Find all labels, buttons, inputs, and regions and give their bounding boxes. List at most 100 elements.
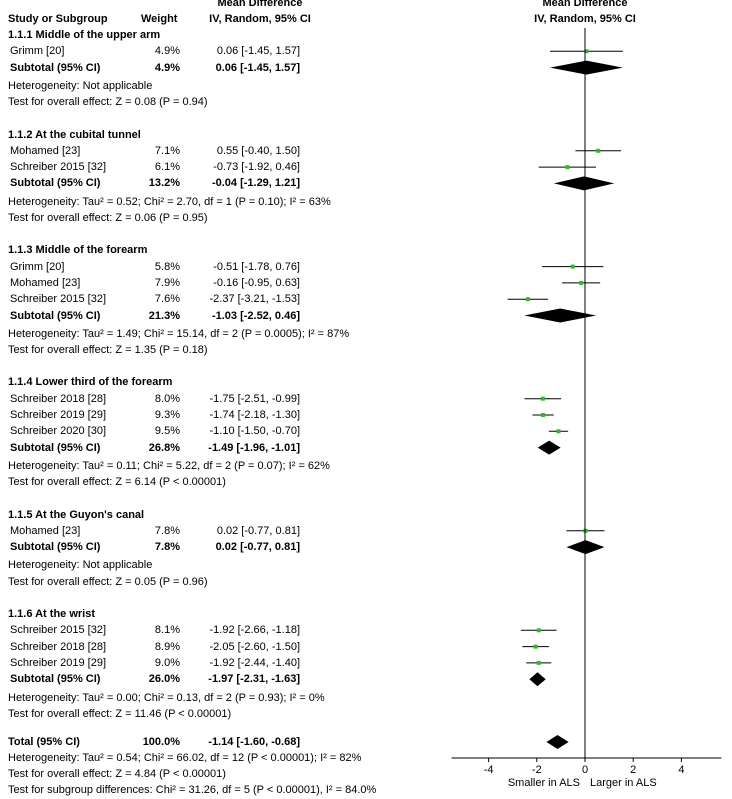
study-name: Schreiber 2020 [30] <box>10 425 107 438</box>
overall-effect-text: Test for overall effect: Z = 6.14 (P < 0… <box>8 476 226 489</box>
study-ci: -0.73 [-1.92, 0.46] <box>213 161 300 174</box>
heterogeneity-text: Heterogeneity: Tau² = 0.00; Chi² = 0.13,… <box>8 691 325 704</box>
study-weight: 5.8% <box>154 260 180 273</box>
study-point <box>584 49 589 54</box>
study-name: Schreiber 2015 [32] <box>10 293 107 306</box>
subtotal-weight: 4.9% <box>154 61 180 74</box>
study-weight: 4.9% <box>154 45 180 58</box>
study-point <box>565 165 570 170</box>
study-ci: -1.75 [-2.51, -0.99] <box>209 392 301 405</box>
subtotal-ci: -1.49 [-1.96, -1.01] <box>208 441 300 454</box>
study-column-header: Study or Subgroup <box>8 13 108 25</box>
study-name: Grimm [20] <box>10 45 65 58</box>
md-column-subtitle: IV, Random, 95% CI <box>209 13 311 25</box>
study-ci: -1.74 [-2.18, -1.30] <box>209 409 301 421</box>
left-direction-label: Smaller in ALS <box>508 777 580 789</box>
study-ci: -1.92 [-2.44, -1.40] <box>209 656 301 669</box>
study-weight: 7.8% <box>154 524 180 537</box>
overall-effect-text: Test for overall effect: Z = 0.08 (P = 0… <box>8 96 208 109</box>
group-title: 1.1.6 At the wrist <box>8 608 96 620</box>
study-ci: -2.05 [-2.60, -1.50] <box>209 640 301 653</box>
study-weight: 9.0% <box>154 656 180 669</box>
group-title: 1.1.3 Middle of the forearm <box>8 244 148 257</box>
study-name: Schreiber 2018 [28] <box>10 392 107 405</box>
study-name: Schreiber 2015 [32] <box>10 161 107 174</box>
subtotal-ci: 0.06 [-1.45, 1.57] <box>215 61 300 74</box>
study-point <box>540 396 545 401</box>
study-weight: 7.6% <box>154 293 180 306</box>
study-point <box>570 264 575 269</box>
study-point <box>536 660 541 665</box>
study-name: Schreiber 2018 [28] <box>10 640 107 653</box>
overall-effect-text: Test for overall effect: Z = 0.05 (P = 0… <box>8 575 208 588</box>
study-weight: 7.9% <box>154 276 180 289</box>
overall-effect-text: Test for overall effect: Z = 11.46 (P < … <box>8 707 232 720</box>
study-name: Mohamed [23] <box>10 144 81 157</box>
right-direction-label: Larger in ALS <box>590 777 657 789</box>
subtotal-weight: 13.2% <box>148 177 180 190</box>
subtotal-label: Subtotal (95% CI) <box>10 177 101 190</box>
subtotal-label: Subtotal (95% CI) <box>10 673 101 686</box>
subtotal-ci: 0.02 [-0.77, 0.81] <box>215 541 300 554</box>
study-name: Schreiber 2019 [29] <box>10 656 107 669</box>
heterogeneity-text: Heterogeneity: Tau² = 0.52; Chi² = 2.70,… <box>8 195 331 208</box>
study-point <box>533 644 538 649</box>
study-ci: -1.92 [-2.66, -1.18] <box>209 624 301 637</box>
study-weight: 7.1% <box>154 144 180 157</box>
study-weight: 8.0% <box>154 392 180 405</box>
study-weight: 9.3% <box>154 409 180 421</box>
study-ci: -1.10 [-1.50, -0.70] <box>209 425 301 438</box>
heterogeneity-text: Heterogeneity: Not applicable <box>8 559 153 572</box>
group-title: 1.1.2 At the cubital tunnel <box>8 128 141 141</box>
subtotal-ci: -1.97 [-2.31, -1.63] <box>208 673 300 686</box>
subtotal-weight: 26.0% <box>148 673 180 686</box>
study-weight: 6.1% <box>154 161 180 174</box>
study-ci: 0.02 [-0.77, 0.81] <box>216 524 300 537</box>
group-title: 1.1.4 Lower third of the forearm <box>8 376 173 389</box>
study-name: Mohamed [23] <box>10 524 81 537</box>
subtotal-label: Subtotal (95% CI) <box>10 309 101 322</box>
x-tick-label: 2 <box>630 764 636 776</box>
study-ci: 0.55 [-0.40, 1.50] <box>216 144 300 157</box>
subtotal-diamond <box>524 308 597 323</box>
total-diamond <box>546 735 569 749</box>
total-weight: 100.0% <box>142 736 180 748</box>
subtotal-label: Subtotal (95% CI) <box>10 441 101 454</box>
study-name: Mohamed [23] <box>10 276 81 289</box>
x-tick-label: 4 <box>678 764 684 776</box>
md-column-title: Mean Difference <box>217 0 303 9</box>
study-name: Schreiber 2019 [29] <box>10 409 107 421</box>
group-title: 1.1.5 At the Guyon's canal <box>8 508 145 521</box>
study-name: Grimm [20] <box>10 260 65 273</box>
total-overall-effect: Test for overall effect: Z = 4.84 (P < 0… <box>8 768 226 780</box>
subtotal-label: Subtotal (95% CI) <box>10 61 101 74</box>
total-label: Total (95% CI) <box>8 736 80 748</box>
subtotal-diamond <box>537 440 561 455</box>
study-point <box>525 297 530 302</box>
total-heterogeneity: Heterogeneity: Tau² = 0.54; Chi² = 66.02… <box>8 752 362 764</box>
weight-column-header: Weight <box>141 13 178 25</box>
study-point <box>541 413 546 417</box>
heterogeneity-text: Heterogeneity: Tau² = 1.49; Chi² = 15.14… <box>8 327 350 340</box>
subtotal-ci: -1.03 [-2.52, 0.46] <box>211 309 300 322</box>
study-ci: 0.06 [-1.45, 1.57] <box>216 45 300 58</box>
study-ci: -0.51 [-1.78, 0.76] <box>213 260 300 273</box>
x-tick-label: 0 <box>582 764 588 776</box>
study-weight: 9.5% <box>154 425 180 438</box>
heterogeneity-text: Heterogeneity: Not applicable <box>8 79 153 92</box>
plot-title: Mean Difference <box>542 0 628 9</box>
subtotal-diamond <box>553 176 615 191</box>
study-point <box>556 429 561 434</box>
study-ci: -0.16 [-0.95, 0.63] <box>213 276 300 289</box>
heterogeneity-text: Heterogeneity: Tau² = 0.11; Chi² = 5.22,… <box>8 459 330 472</box>
study-weight: 8.1% <box>154 624 180 637</box>
subtotal-weight: 7.8% <box>154 541 180 554</box>
subtotal-weight: 26.8% <box>148 441 180 454</box>
subgroup-differences: Test for subgroup differences: Chi² = 31… <box>8 784 377 796</box>
x-tick-label: -4 <box>484 764 494 776</box>
plot-subtitle: IV, Random, 95% CI <box>534 13 636 25</box>
study-ci: -2.37 [-3.21, -1.53] <box>209 293 301 306</box>
study-point <box>596 148 601 153</box>
subtotal-diamond <box>529 672 546 687</box>
